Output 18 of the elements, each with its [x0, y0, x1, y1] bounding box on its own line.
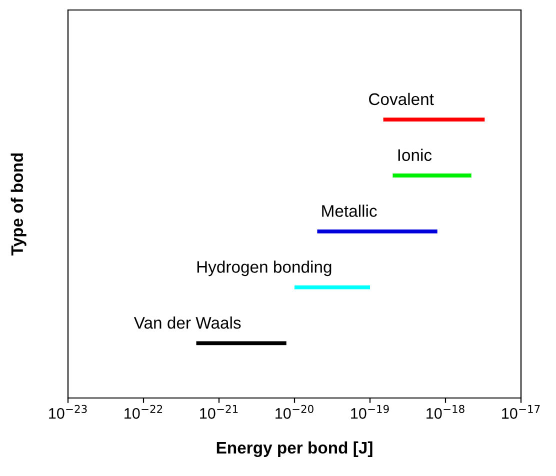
- y-tick-label: Metallic: [322, 204, 377, 217]
- x-tick-label: 10$^{−23}$: [49, 404, 87, 419]
- bar: [392, 174, 472, 178]
- y-axis-title: Type of bond: [10, 153, 26, 256]
- bar: [317, 229, 438, 234]
- y-tick-label: Covalent: [369, 92, 434, 106]
- bar: [294, 285, 370, 290]
- x-tick-label: 10$^{−17}$: [502, 405, 540, 419]
- bar: [383, 118, 485, 122]
- x-axis-title: Energy per bond [J]: [216, 441, 372, 458]
- x-tick-label: 10$^{−18}$: [426, 404, 464, 419]
- x-tick-label: 10$^{−19}$: [351, 404, 389, 419]
- x-tick-label: 10$^{−21}$: [200, 404, 238, 419]
- y-tick-label: Hydrogen bonding: [197, 260, 332, 276]
- x-tick-label: 10$^{−20}$: [276, 404, 314, 419]
- x-tick-label: 10$^{−22}$: [124, 404, 162, 419]
- y-tick-label: Ionic: [398, 148, 432, 162]
- y-tick-label: Van der Waals: [134, 316, 241, 329]
